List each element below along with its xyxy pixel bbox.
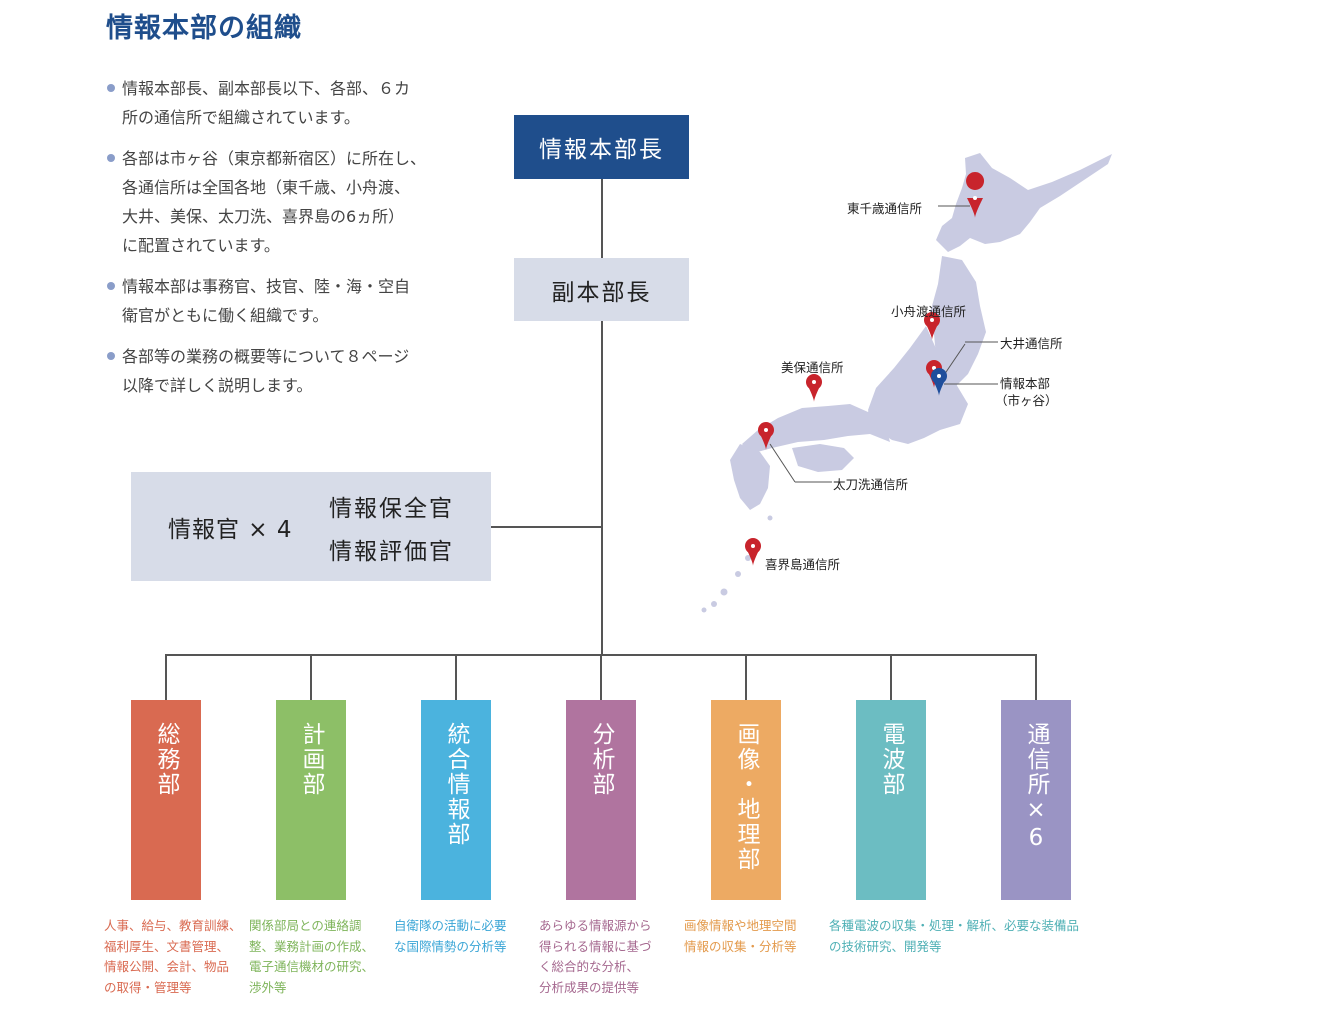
pin-higashichitose-icon (966, 172, 985, 218)
department-description-line: 渉外等 (249, 979, 287, 995)
staff-intelligence-officers: 情報官 × 4 (168, 517, 293, 543)
connector-department (890, 654, 892, 700)
connector-department (745, 654, 747, 700)
connector-staff (491, 526, 602, 528)
department-description: あらゆる情報源から 得られる情報に基づ く総合的な分析、 分析成果の提供等 (539, 916, 652, 998)
bullet-line: 以降で詳しく説明します。 (122, 376, 313, 395)
department-description-line: 福利厚生、文書管理、 (104, 938, 230, 954)
map-label-hq-sub: （市ヶ谷） (995, 393, 1058, 408)
bullet-dot-icon (107, 352, 115, 360)
bullet-line: 所の通信所で組織されています。 (122, 108, 360, 127)
map-label-hq: 情報本部 (1000, 376, 1051, 391)
bullet-line: 各部は市ヶ谷（東京都新宿区）に所在し、 (122, 149, 427, 168)
department-name: 計画部 (298, 722, 324, 797)
department-description-line: 情報の収集・分析等 (684, 938, 797, 954)
bullet-line: 衛官がともに働く組織です。 (122, 306, 329, 325)
bullet-list: 情報本部長、副本部長以下、各部、６カ 所の通信所で組織されています。各部は市ヶ谷（… (106, 74, 466, 412)
map-label-miho: 美保通信所 (781, 360, 844, 375)
department-name: 統合情報部 (443, 722, 469, 847)
bullet-line: 情報本部長、副本部長以下、各部、６カ (122, 79, 411, 98)
staff-right-group: 情報保全官 情報評価官 (329, 488, 454, 574)
japan-map (701, 153, 1112, 613)
connector-department (165, 654, 167, 700)
department-name: 電波部 (878, 722, 904, 797)
department-box: 計画部 (276, 700, 346, 900)
page-title: 情報本部の組織 (106, 13, 302, 44)
department-description-line: の技術研究、開発等 (829, 938, 942, 954)
department-name: 通信所×6 (1023, 722, 1049, 853)
department-box: 画像・地理部 (711, 700, 781, 900)
bullet-line: 各部等の業務の概要等について８ページ (122, 347, 410, 366)
deputy-box: 副本部長 (514, 258, 689, 321)
department-description: 各種電波の収集・処理・解析、必要な装備品 の技術研究、開発等 (829, 916, 1079, 957)
department-description-line: 画像情報や地理空間 (684, 918, 797, 933)
bullet-line: 情報本部は事務官、技官、陸・海・空自 (122, 277, 411, 296)
bullet-item: 情報本部長、副本部長以下、各部、６カ 所の通信所で組織されています。 (106, 74, 466, 132)
pin-hq-icon (931, 368, 947, 396)
pin-kikaijima-icon (745, 538, 761, 566)
chief-label: 情報本部長 (539, 137, 664, 163)
map-label-tachiarai: 太刀洗通信所 (833, 477, 909, 492)
map-label-kofunato: 小舟渡通信所 (891, 304, 967, 319)
department-box: 分析部 (566, 700, 636, 900)
pin-tachiarai-icon (758, 422, 774, 450)
department-description: 人事、給与、教育訓練、 福利厚生、文書管理、 情報公開、会計、物品 の取得・管理等 (104, 916, 242, 998)
bullet-item: 各部は市ヶ谷（東京都新宿区）に所在し、 各通信所は全国各地（東千歳、小舟渡、 大井、… (106, 144, 466, 260)
bullet-line: 各通信所は全国各地（東千歳、小舟渡、 (122, 178, 411, 197)
department-description-line: 得られる情報に基づ (539, 938, 652, 954)
department-description-line: 分析成果の提供等 (539, 979, 640, 995)
department-box: 総務部 (131, 700, 201, 900)
department-description-line: の取得・管理等 (104, 979, 192, 995)
department-description-line: 各種電波の収集・処理・解析、必要な装備品 (829, 918, 1080, 933)
department-description: 画像情報や地理空間 情報の収集・分析等 (684, 916, 797, 957)
connector-chief-deputy (601, 179, 603, 258)
pin-miho-icon (806, 374, 822, 402)
evaluation-officer-label: 情報評価官 (329, 539, 454, 565)
deputy-label: 副本部長 (551, 279, 652, 306)
connector-department (310, 654, 312, 700)
bullet-item: 各部等の業務の概要等について８ページ 以降で詳しく説明します。 (106, 342, 466, 400)
department-name: 総務部 (153, 722, 179, 797)
map-label-higashichitose: 東千歳通信所 (847, 201, 923, 216)
department-description-line: 情報公開、会計、物品 (104, 959, 230, 974)
department-description-line: 整、業務計画の作成、 (249, 938, 375, 954)
bullet-dot-icon (107, 154, 115, 162)
chief-box: 情報本部長 (514, 115, 689, 179)
map-label-kikaijima: 喜界島通信所 (765, 557, 841, 572)
department-box: 通信所×6 (1001, 700, 1071, 900)
bullet-dot-icon (107, 84, 115, 92)
pin-kofunato-icon (924, 312, 940, 340)
map-label-oi: 大井通信所 (1000, 336, 1063, 351)
connector-department (1035, 654, 1037, 700)
department-description-line: 関係部局との連絡調 (249, 918, 362, 933)
department-box: 統合情報部 (421, 700, 491, 900)
department-description-line: 自衛隊の活動に必要 (394, 918, 507, 933)
bullet-dot-icon (107, 282, 115, 290)
department-description-line: く総合的な分析、 (539, 959, 640, 974)
department-name: 画像・地理部 (733, 722, 759, 872)
department-description: 関係部局との連絡調 整、業務計画の作成、 電子通信機材の研究、 渉外等 (249, 916, 374, 998)
bullet-line: 大井、美保、太刀洗、喜界島の6ヵ所） (122, 207, 405, 226)
department-description-line: 電子通信機材の研究、 (249, 959, 375, 974)
department-description: 自衛隊の活動に必要 な国際情勢の分析等 (394, 916, 507, 957)
department-description-line: あらゆる情報源から (539, 918, 652, 933)
department-name: 分析部 (588, 722, 614, 797)
bullet-item: 情報本部は事務官、技官、陸・海・空自 衛官がともに働く組織です。 (106, 272, 466, 330)
connector-department (455, 654, 457, 700)
connector-deputy-departments (601, 321, 603, 654)
security-officer-label: 情報保全官 (329, 496, 454, 522)
department-box: 電波部 (856, 700, 926, 900)
bullet-line: に配置されています。 (122, 236, 280, 255)
department-description-line: な国際情勢の分析等 (394, 938, 507, 954)
connector-department (600, 654, 602, 700)
staff-box: 情報官 × 4 情報保全官 情報評価官 (131, 472, 491, 581)
department-description-line: 人事、給与、教育訓練、 (104, 918, 242, 933)
map-pins (745, 172, 985, 566)
